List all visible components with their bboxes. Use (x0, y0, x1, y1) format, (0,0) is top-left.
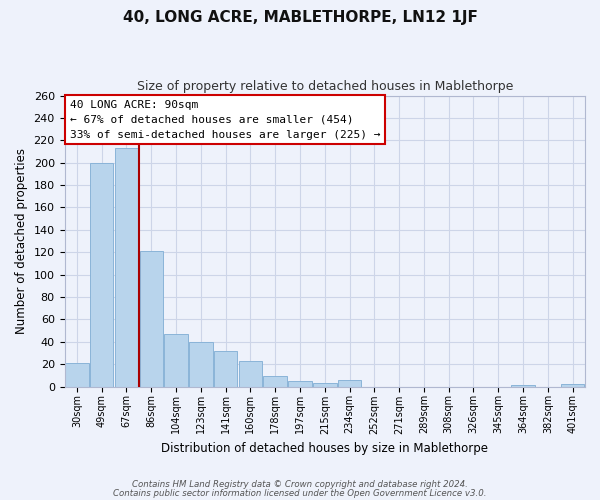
Bar (164, 334, 188, 386)
X-axis label: Distribution of detached houses by size in Mablethorpe: Distribution of detached houses by size … (161, 442, 488, 455)
Bar (189, 342, 212, 386)
Text: Contains HM Land Registry data © Crown copyright and database right 2024.: Contains HM Land Registry data © Crown c… (132, 480, 468, 489)
Y-axis label: Number of detached properties: Number of detached properties (15, 148, 28, 334)
Bar (239, 361, 262, 386)
Bar (140, 251, 163, 386)
Title: Size of property relative to detached houses in Mablethorpe: Size of property relative to detached ho… (137, 80, 513, 93)
Bar (263, 376, 287, 386)
Bar (288, 381, 312, 386)
Text: Contains public sector information licensed under the Open Government Licence v3: Contains public sector information licen… (113, 488, 487, 498)
Bar (338, 380, 361, 386)
Bar (214, 350, 238, 386)
Bar (65, 363, 89, 386)
Bar (313, 383, 337, 386)
Text: 40 LONG ACRE: 90sqm
← 67% of detached houses are smaller (454)
33% of semi-detac: 40 LONG ACRE: 90sqm ← 67% of detached ho… (70, 100, 380, 140)
Bar (90, 162, 113, 386)
Bar (115, 148, 138, 386)
Text: 40, LONG ACRE, MABLETHORPE, LN12 1JF: 40, LONG ACRE, MABLETHORPE, LN12 1JF (122, 10, 478, 25)
Bar (561, 384, 584, 386)
